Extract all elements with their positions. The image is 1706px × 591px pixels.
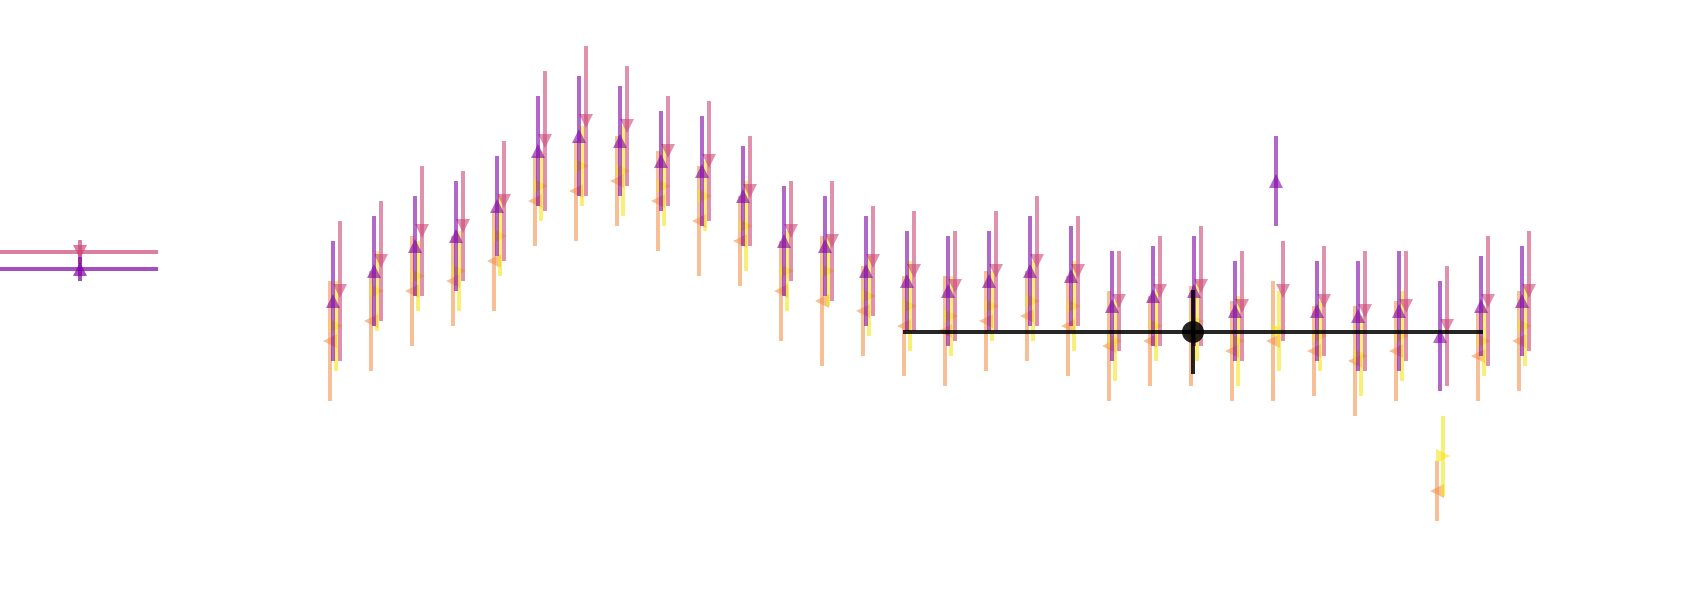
point-marker	[1235, 299, 1249, 313]
point-marker	[1392, 304, 1406, 318]
point-marker	[989, 264, 1003, 278]
point-marker	[702, 154, 716, 168]
point-marker	[415, 224, 429, 238]
point-marker	[367, 264, 381, 278]
point-marker	[1030, 254, 1044, 268]
point-marker	[1276, 284, 1290, 298]
point-marker	[900, 274, 914, 288]
point-marker	[695, 164, 709, 178]
point-marker	[1358, 304, 1372, 318]
legend-marker	[73, 262, 87, 276]
point-marker	[1146, 289, 1160, 303]
point-marker	[1071, 264, 1085, 278]
point-marker	[1112, 294, 1126, 308]
point-marker	[777, 234, 791, 248]
point-marker	[907, 264, 921, 278]
point-marker	[613, 134, 627, 148]
point-marker	[572, 129, 586, 143]
point-marker	[825, 234, 839, 248]
point-marker	[982, 274, 996, 288]
point-marker	[1310, 304, 1324, 318]
point-marker	[859, 264, 873, 278]
point-marker	[1474, 299, 1488, 313]
point-marker	[456, 219, 470, 233]
point-marker	[620, 119, 634, 133]
point-marker	[1064, 269, 1078, 283]
point-marker	[941, 284, 955, 298]
point-marker	[1351, 309, 1365, 323]
point-marker	[487, 254, 501, 268]
point-marker	[1440, 319, 1454, 333]
point-marker	[1433, 329, 1447, 343]
point-marker	[736, 189, 750, 203]
point-marker	[1399, 299, 1413, 313]
point-marker	[1266, 334, 1280, 348]
point-marker	[1522, 284, 1536, 298]
point-marker	[538, 134, 552, 148]
point-marker	[948, 279, 962, 293]
point-marker	[497, 194, 511, 208]
point-marker	[1515, 294, 1529, 308]
point-marker	[1194, 279, 1208, 293]
point-marker	[866, 254, 880, 268]
point-marker	[784, 224, 798, 238]
point-marker	[531, 144, 545, 158]
point-marker	[374, 254, 388, 268]
point-marker	[1317, 294, 1331, 308]
point-marker	[1153, 284, 1167, 298]
point-marker	[408, 239, 422, 253]
point-marker	[1430, 484, 1444, 498]
point-marker	[1481, 294, 1495, 308]
point-marker	[579, 114, 593, 128]
point-marker	[1182, 321, 1204, 343]
point-marker	[449, 229, 463, 243]
point-marker	[1228, 304, 1242, 318]
point-marker	[1269, 174, 1283, 188]
legend-marker	[73, 245, 87, 259]
point-marker	[333, 284, 347, 298]
point-marker	[1023, 264, 1037, 278]
point-marker	[1105, 299, 1119, 313]
point-marker	[815, 294, 829, 308]
point-marker	[661, 144, 675, 158]
point-marker	[1436, 449, 1450, 463]
point-marker	[743, 184, 757, 198]
point-marker	[818, 239, 832, 253]
point-marker	[654, 154, 668, 168]
point-marker	[326, 294, 340, 308]
point-marker	[490, 199, 504, 213]
